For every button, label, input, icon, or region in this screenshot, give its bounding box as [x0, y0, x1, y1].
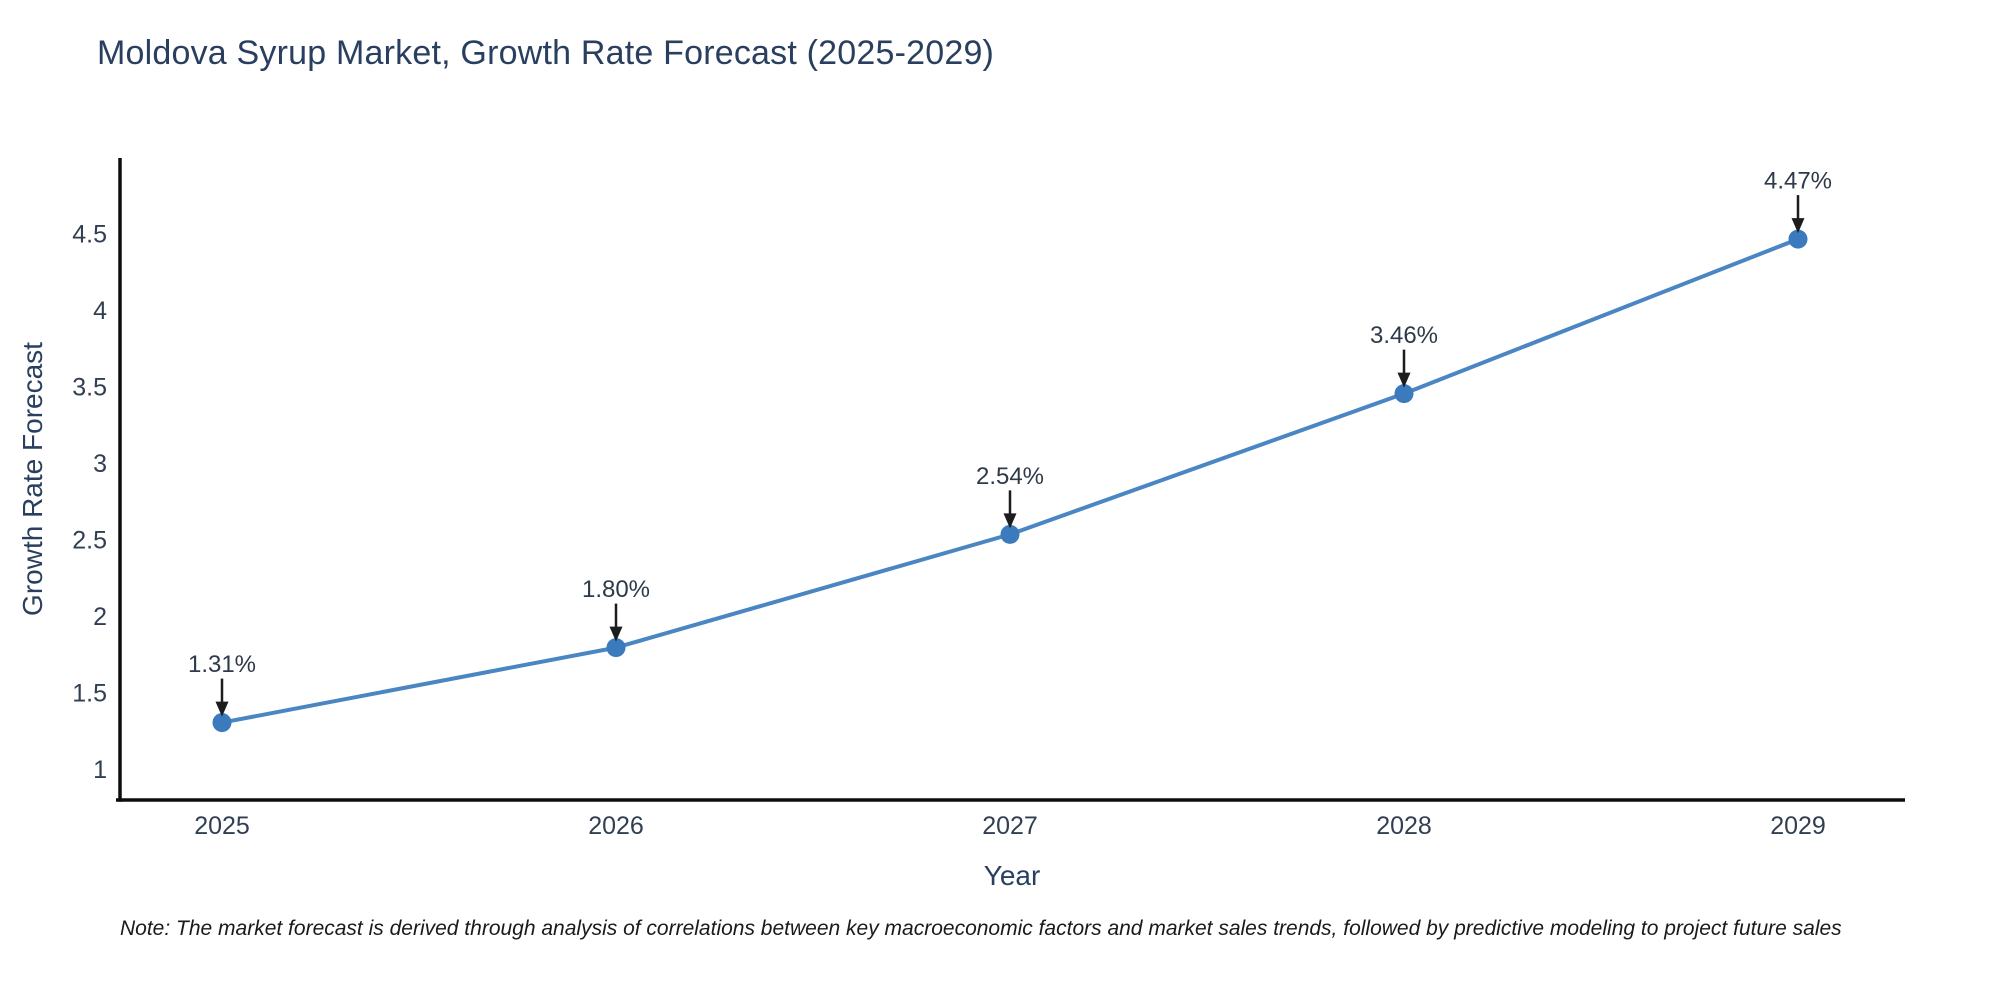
y-axis-title: Growth Rate Forecast [17, 342, 48, 616]
point-value-label: 2.54% [976, 463, 1044, 490]
data-point-marker [606, 638, 626, 658]
annotation-arrowhead [215, 701, 229, 717]
point-value-label: 4.47% [1764, 168, 1832, 195]
x-tick-label: 2025 [194, 812, 250, 840]
x-tick-label: 2028 [1376, 812, 1432, 840]
x-tick-label: 2029 [1770, 812, 1826, 840]
y-tick-label: 2.5 [72, 527, 107, 555]
data-point-marker [1788, 229, 1808, 249]
y-tick-label: 3.5 [72, 374, 107, 402]
annotation-arrowhead [609, 626, 623, 642]
y-tick-label: 1 [93, 756, 107, 784]
footnote: Note: The market forecast is derived thr… [120, 917, 1842, 940]
annotation-arrowhead [1003, 513, 1017, 529]
data-point-marker [1394, 384, 1414, 404]
x-tick-label: 2026 [588, 812, 644, 840]
x-axis-title: Year [983, 860, 1041, 891]
y-tick-label: 3 [93, 450, 107, 478]
annotation-arrowhead [1397, 372, 1411, 388]
x-tick-label: 2027 [982, 812, 1038, 840]
data-point-marker [1000, 524, 1020, 544]
y-tick-label: 2 [93, 603, 107, 631]
y-tick-label: 1.5 [72, 680, 107, 708]
y-tick-label: 4 [93, 297, 107, 325]
data-point-marker [212, 713, 232, 733]
annotation-arrowhead [1791, 218, 1805, 234]
point-value-label: 3.46% [1370, 322, 1438, 349]
chart-title: Moldova Syrup Market, Growth Rate Foreca… [97, 34, 995, 72]
point-value-label: 1.80% [582, 576, 650, 603]
y-tick-label: 4.5 [72, 221, 107, 249]
point-value-label: 1.31% [188, 651, 256, 678]
